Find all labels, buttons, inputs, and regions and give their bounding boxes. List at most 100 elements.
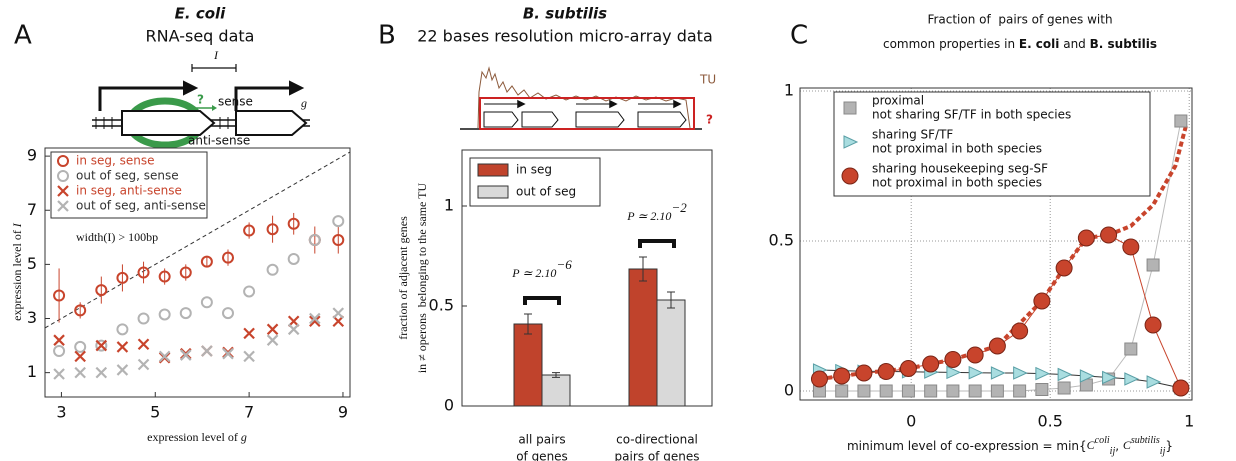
marker xyxy=(158,308,171,321)
significance-bracket xyxy=(523,296,561,305)
p-value: P ≃ 2.10−2 xyxy=(626,200,687,222)
y-tick-label: 1 xyxy=(784,81,794,100)
marker xyxy=(74,340,87,353)
marker xyxy=(116,341,129,353)
bar xyxy=(628,268,658,407)
p-value-part: −6 xyxy=(556,257,572,272)
legend-label: in seg, anti-sense xyxy=(76,184,182,198)
marker xyxy=(1033,292,1051,310)
x-tick-label: 0.5 xyxy=(1037,412,1062,431)
marker xyxy=(1079,369,1095,383)
chart-subtitle: common properties in E. coli and B. subt… xyxy=(883,37,1157,51)
chart-title: B. subtilis xyxy=(523,5,607,23)
marker xyxy=(946,384,960,398)
marker xyxy=(266,223,279,236)
chart-title: Fraction of pairs of genes with xyxy=(927,13,1112,27)
marker xyxy=(1057,367,1073,382)
diagonal xyxy=(44,151,351,329)
marker xyxy=(857,384,871,398)
legend-label: not sharing SF/TF in both species xyxy=(872,108,1071,122)
bar xyxy=(656,299,686,407)
legend-label: proximal xyxy=(872,94,924,108)
y-tick-label: 9 xyxy=(27,146,37,165)
error-bar xyxy=(667,291,675,309)
marker xyxy=(988,337,1006,355)
chart-subtitle-part: E. coli xyxy=(1019,37,1060,51)
marker xyxy=(74,350,86,363)
marker xyxy=(1122,238,1140,256)
chart-subtitle: 22 bases resolution micro-array data xyxy=(417,27,713,46)
bar xyxy=(513,323,543,407)
promoter-arrow xyxy=(234,86,292,111)
bar xyxy=(541,374,571,407)
marker xyxy=(966,346,984,364)
x-axis-label-part: g xyxy=(241,430,247,444)
x-tick-label: 0 xyxy=(906,412,916,431)
arrow-heads xyxy=(517,99,682,109)
legend-box xyxy=(50,151,208,219)
marker xyxy=(968,365,984,380)
x-tick-label: 7 xyxy=(244,403,254,422)
chart-subtitle-part: B. subtilis xyxy=(1090,37,1157,51)
x-tick-label: of genes xyxy=(516,450,568,461)
marker xyxy=(1124,342,1138,356)
marker xyxy=(899,360,917,377)
legend-label: not proximal in both species xyxy=(872,142,1042,156)
marker xyxy=(1035,383,1049,396)
marker xyxy=(243,327,255,340)
marker xyxy=(287,217,300,230)
marker xyxy=(137,312,150,325)
marker xyxy=(833,367,851,385)
interval-label: I xyxy=(213,48,219,62)
sense-label: sense xyxy=(218,95,253,109)
marker xyxy=(53,344,66,357)
p-value: P ≃ 2.10−6 xyxy=(511,257,572,279)
arrow-head xyxy=(183,80,199,96)
antisense-label: anti-sense xyxy=(188,134,250,148)
y-axis-label: in ≠ operons belonging to the same TU xyxy=(415,183,429,374)
marker xyxy=(968,384,982,398)
marker xyxy=(74,304,87,317)
x-axis-label: expression level of g xyxy=(147,430,247,444)
chart-subtitle-part: and xyxy=(1059,37,1089,51)
dna-hatch xyxy=(95,117,229,129)
marker xyxy=(946,365,962,380)
y-tick-label: 5 xyxy=(27,254,37,273)
y-axis-label-part: expression level of xyxy=(10,227,24,321)
marker xyxy=(990,384,1004,398)
x-axis-label-part: C xyxy=(1087,438,1096,452)
x-tick-label: 1 xyxy=(1184,412,1194,431)
marker xyxy=(287,252,300,265)
marker xyxy=(137,266,150,279)
gene xyxy=(121,110,216,136)
legend-label: out of seg, anti-sense xyxy=(76,199,206,213)
x-tick-label: pairs of genes xyxy=(615,450,700,461)
x-axis-label-part: subtilis xyxy=(1131,435,1160,446)
marker xyxy=(308,234,321,247)
y-tick-label: 1 xyxy=(444,196,454,215)
marker xyxy=(53,289,66,302)
y-tick-label: 0.5 xyxy=(769,231,794,250)
gene-label: g xyxy=(301,96,307,110)
marker xyxy=(1102,370,1117,385)
x-axis-label-part: C xyxy=(1123,438,1132,452)
marker xyxy=(1124,372,1140,386)
x-tick-label: co-directional xyxy=(616,433,698,447)
marker xyxy=(1100,226,1118,244)
x-tick-label: all pairs xyxy=(518,433,565,447)
y-axis-label-part: I xyxy=(10,222,24,228)
marker xyxy=(1172,379,1190,397)
marker xyxy=(1146,375,1162,389)
marker xyxy=(901,384,915,398)
marker xyxy=(309,312,321,325)
x-axis-label-part: ij xyxy=(1160,446,1166,457)
y-tick-label: 3 xyxy=(27,308,37,327)
annotation: width(I) > 100bp xyxy=(76,230,158,244)
plot-frame xyxy=(799,87,1193,401)
x-axis-label-part: ij xyxy=(1110,446,1116,457)
marker xyxy=(137,338,150,351)
arrow-head xyxy=(212,105,217,111)
marker xyxy=(1144,316,1162,334)
marker xyxy=(95,339,108,352)
marker xyxy=(309,315,321,327)
